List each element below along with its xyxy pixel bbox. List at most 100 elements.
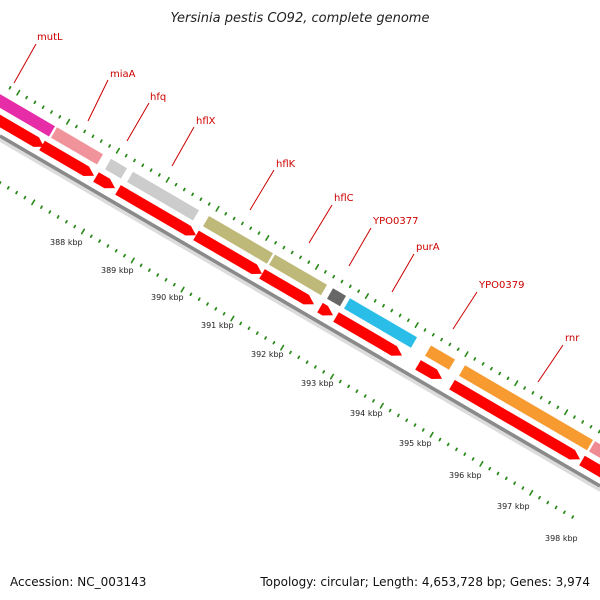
cds-arrow <box>193 230 262 274</box>
tick-minor <box>224 211 228 216</box>
tick-minor <box>172 282 176 287</box>
tick-major <box>429 431 434 438</box>
tick-minor <box>124 153 128 158</box>
tick-major <box>180 286 185 293</box>
tick-minor <box>348 284 352 289</box>
tick-major <box>314 263 320 270</box>
cds-arrow <box>93 172 115 189</box>
cds-arrow <box>0 114 44 147</box>
tick-minor <box>481 361 485 366</box>
tick-minor <box>473 357 477 361</box>
leader-line <box>87 79 109 122</box>
tick-minor <box>546 500 550 505</box>
tick-major <box>414 322 419 329</box>
tick-minor <box>50 110 53 114</box>
tick-minor <box>83 129 87 134</box>
tick-major <box>165 176 170 183</box>
tick-minor <box>0 181 2 185</box>
kbp-label: 389 kbp <box>101 266 134 275</box>
tick-minor <box>75 124 78 129</box>
tick-minor <box>396 413 400 418</box>
gene-feature-miaA <box>51 127 103 165</box>
tick-minor <box>274 240 278 245</box>
tick-minor <box>554 505 558 510</box>
tick-major <box>529 489 534 496</box>
tick-major <box>130 257 135 264</box>
tick-major <box>230 315 235 322</box>
gene-label-hflK[interactable]: hflK <box>276 159 296 170</box>
tick-minor <box>531 391 535 395</box>
gene-label-hflC[interactable]: hflC <box>334 193 354 204</box>
tick-minor <box>206 302 209 306</box>
tick-minor <box>573 415 576 419</box>
tick-major <box>379 402 384 409</box>
tick-minor <box>108 144 111 148</box>
tick-minor <box>373 299 377 303</box>
tick-minor <box>340 279 344 284</box>
accession-text: Accession: NC_003143 <box>10 575 146 589</box>
leader-line <box>13 43 37 84</box>
tick-major <box>215 205 220 212</box>
kbp-label: 388 kbp <box>50 238 83 247</box>
tick-major <box>329 373 335 380</box>
tick-minor <box>332 274 336 279</box>
gene-label-YPO0377[interactable]: YPO0377 <box>372 216 418 227</box>
kbp-label: 397 kbp <box>497 502 530 511</box>
tick-major <box>563 409 569 416</box>
tick-minor <box>272 340 276 345</box>
cds-arrow <box>449 379 580 460</box>
gene-label-purA[interactable]: purA <box>416 242 440 253</box>
tick-minor <box>25 95 29 100</box>
tick-minor <box>448 342 452 347</box>
gene-feature-YPO0379 <box>425 345 455 370</box>
gene-feature-YPO0377 <box>327 288 346 307</box>
tick-minor <box>199 197 203 202</box>
kbp-label: 391 kbp <box>201 321 234 330</box>
gene-label-YPO0379[interactable]: YPO0379 <box>478 280 524 291</box>
leader-line <box>308 204 333 244</box>
gene-label-leaders <box>13 43 564 383</box>
tick-minor <box>355 389 359 394</box>
kbp-scale-labels: 388 kbp 389 kbp 390 kbp 391 kbp 392 kbp … <box>50 238 578 543</box>
gene-label-hfq[interactable]: hfq <box>150 92 166 103</box>
tick-minor <box>431 332 435 337</box>
tick-minor <box>506 376 510 381</box>
tick-minor <box>390 308 394 313</box>
tick-minor <box>255 331 259 335</box>
gene-label-miaA[interactable]: miaA <box>110 69 136 80</box>
tick-minor <box>438 437 442 442</box>
tick-minor <box>232 216 236 221</box>
tick-minor <box>498 371 502 376</box>
tick-minor <box>289 350 292 355</box>
gene-label-hflX[interactable]: hflX <box>196 116 216 127</box>
tick-minor <box>405 418 409 423</box>
tick-minor <box>504 476 508 481</box>
leader-line <box>171 126 195 167</box>
gene-feature-hflK <box>203 216 273 264</box>
tick-minor <box>388 408 392 413</box>
cds-arrow <box>415 360 442 379</box>
tick-major <box>66 118 71 125</box>
tick-minor <box>406 318 410 323</box>
tick-minor <box>363 394 367 398</box>
tick-minor <box>157 173 161 177</box>
gene-label-rnr[interactable]: rnr <box>565 333 580 344</box>
gene-label-mutL[interactable]: mutL <box>37 32 63 43</box>
tick-minor <box>463 452 467 456</box>
tick-minor <box>421 428 425 432</box>
tick-minor <box>264 336 268 340</box>
tick-minor <box>398 313 402 318</box>
tick-minor <box>189 292 193 297</box>
tick-minor <box>197 297 201 302</box>
gene-feature-hfq <box>105 158 127 179</box>
genome-summary-text: Topology: circular; Length: 4,653,728 bp… <box>259 575 590 589</box>
tick-minor <box>307 260 311 264</box>
gene-feature-hflX <box>127 171 199 221</box>
tick-minor <box>299 255 302 260</box>
tick-minor <box>147 268 151 272</box>
tick-minor <box>207 202 211 206</box>
tick-minor <box>214 307 218 311</box>
tick-minor <box>539 395 543 400</box>
leader-line <box>126 102 150 142</box>
